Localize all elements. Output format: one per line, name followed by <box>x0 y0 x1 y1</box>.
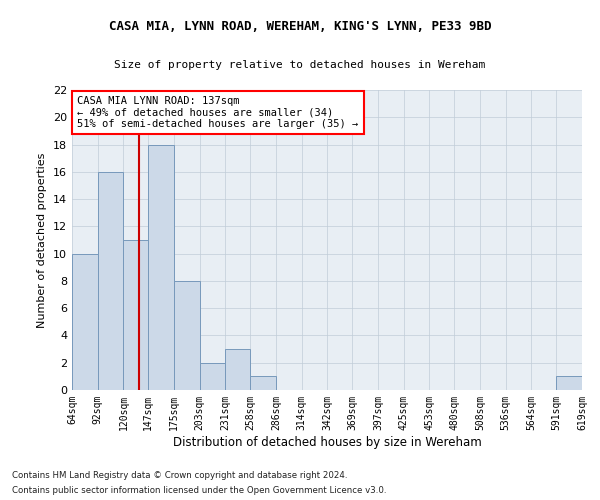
Bar <box>556 376 582 390</box>
Text: CASA MIA LYNN ROAD: 137sqm
← 49% of detached houses are smaller (34)
51% of semi: CASA MIA LYNN ROAD: 137sqm ← 49% of deta… <box>77 96 358 129</box>
Bar <box>72 254 98 390</box>
Bar <box>226 349 250 390</box>
Bar <box>174 281 200 390</box>
Bar <box>200 362 226 390</box>
Text: Size of property relative to detached houses in Wereham: Size of property relative to detached ho… <box>115 60 485 70</box>
Y-axis label: Number of detached properties: Number of detached properties <box>37 152 47 328</box>
Bar <box>124 240 148 390</box>
Text: CASA MIA, LYNN ROAD, WEREHAM, KING'S LYNN, PE33 9BD: CASA MIA, LYNN ROAD, WEREHAM, KING'S LYN… <box>109 20 491 33</box>
Bar <box>250 376 276 390</box>
Bar <box>98 172 124 390</box>
Text: Contains HM Land Registry data © Crown copyright and database right 2024.: Contains HM Land Registry data © Crown c… <box>12 471 347 480</box>
Bar <box>148 144 174 390</box>
Text: Contains public sector information licensed under the Open Government Licence v3: Contains public sector information licen… <box>12 486 386 495</box>
X-axis label: Distribution of detached houses by size in Wereham: Distribution of detached houses by size … <box>173 436 481 448</box>
